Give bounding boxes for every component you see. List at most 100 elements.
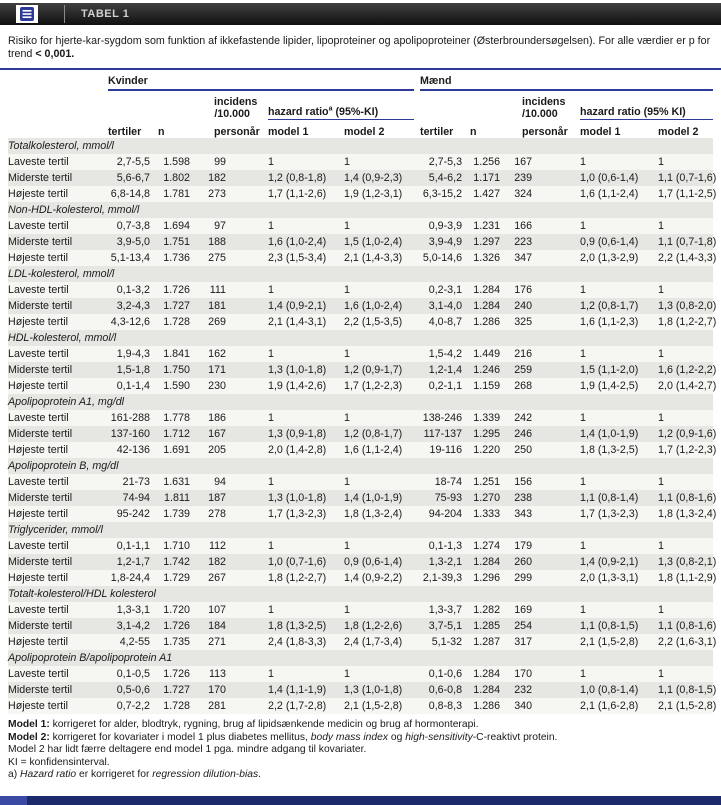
cell: 1 [344, 220, 350, 232]
cell: 1,6 (1,1-2,3) [580, 316, 639, 328]
cell: 281 [208, 700, 226, 712]
cell: 1.251 [473, 476, 501, 488]
cell: 1,4 (0,9-2,3) [344, 172, 403, 184]
cell: 1,6 (1,0-2,4) [268, 236, 327, 248]
cell: 1,2-1,7 [116, 556, 150, 568]
cell: 75-93 [434, 492, 463, 504]
cell: 5,0-14,6 [422, 252, 463, 264]
table-row: Laveste tertil 0,1-0,5 1.726 113 1 1 0,1-0,6 1.… [8, 666, 714, 682]
bottom-bar [0, 796, 721, 805]
cell: 1,6 (1,2-2,2) [658, 364, 717, 376]
cell: 1,0 (0,7-1,6) [268, 556, 327, 568]
cell: 2,3 (1,5-3,4) [268, 252, 327, 264]
cell: 1,8 (1,2-2,6) [344, 620, 403, 632]
cell: 74-94 [122, 492, 150, 504]
column-header-incidence-men: incidens/10.000 [522, 96, 566, 120]
table-row: Laveste tertil 0,1-3,2 1.726 111 1 1 0,2-3,1 1.… [8, 282, 714, 298]
cell: 0,7-3,8 [116, 220, 150, 232]
table-row: Højeste tertil 6,8-14,8 1.781 273 1,7 (1,1-2… [8, 186, 716, 202]
cell: 1.735 [163, 636, 190, 648]
cell: 1 [580, 220, 586, 232]
row-label: Miderste tertil [8, 684, 73, 696]
cell: 0,1-0,5 [116, 668, 150, 680]
column-header-incidence-women: incidens/10.000 [214, 96, 258, 120]
section-row: Apolipoprotein B/apolipoprotein A1 [8, 650, 714, 666]
cell: 1 [580, 540, 586, 552]
cell: 1,3 (0,8-2,0) [658, 300, 717, 312]
cell: 1 [268, 604, 274, 616]
column-header-model2-men: model 2 [658, 126, 699, 138]
cell: 1.295 [473, 428, 501, 440]
group-header-men: Mænd [420, 70, 714, 91]
row-label: Miderste tertil [8, 364, 73, 376]
cell: 1.694 [163, 220, 190, 232]
cell: 2,0 (1,4-2,7) [658, 380, 717, 392]
cell: 1,4 (1,0-1,9) [344, 492, 403, 504]
table-row: Højeste tertil 4,2-55 1.735 271 2,4 (1,8-3,3… [8, 634, 716, 650]
cell: 1,1 (0,8-1,4) [580, 492, 639, 504]
section-row: LDL-kolesterol, mmol/l [8, 266, 714, 282]
cell: 167 [208, 428, 226, 440]
cell: 1 [658, 412, 664, 424]
cell: 1,9 (1,4-2,5) [580, 380, 639, 392]
cell: 179 [514, 540, 533, 552]
cell: 1.284 [473, 300, 501, 312]
cell: 1 [344, 540, 350, 552]
section-label: Apolipoprotein A1, mg/dl [8, 396, 125, 408]
cell: 1.736 [163, 252, 190, 264]
cell: 1 [268, 156, 274, 168]
cell: 1.751 [163, 236, 190, 248]
row-label: Højeste tertil [8, 380, 68, 392]
cell: 1 [580, 668, 586, 680]
cell: 1.256 [473, 156, 501, 168]
cell: 0,5-0,6 [116, 684, 150, 696]
row-label: Laveste tertil [8, 668, 69, 680]
cell: 1.296 [473, 572, 501, 584]
cell: 167 [514, 156, 533, 168]
cell: 1.284 [473, 284, 501, 296]
cell: 1,1 (0,8-1,6) [658, 492, 717, 504]
cell: 317 [514, 636, 533, 648]
cell: 1.811 [164, 492, 190, 504]
cell: 1,3-3,7 [428, 604, 463, 616]
cell: 117-137 [423, 428, 463, 440]
cell: 1,8 (1,3-2,5) [580, 444, 639, 456]
cell: 1,3 (0,9-1,8) [268, 428, 327, 440]
table-header-bar: TABEL 1 [0, 3, 721, 25]
cell: 1.598 [163, 156, 190, 168]
cell: 239 [514, 172, 533, 184]
cell: 3,1-4,2 [116, 620, 150, 632]
table-row: Højeste tertil 0,1-1,4 1.590 230 1,9 (1,4-2,… [8, 378, 717, 394]
cell: 1.728 [163, 316, 190, 328]
cell: 1 [268, 220, 274, 232]
cell: 0,1-1,4 [116, 380, 150, 392]
cell: 1 [268, 284, 274, 296]
section-label: Totalkolesterol, mmol/l [8, 140, 114, 152]
section-row: Non-HDL-kolesterol, mmol/l [8, 202, 714, 218]
cell: 1 [268, 540, 274, 552]
section-row: Totalt-kolesterol/HDL kolesterol [8, 586, 714, 602]
section-row: Triglycerider, mmol/l [8, 522, 714, 538]
cell: 0,2-1,1 [428, 380, 463, 392]
cell: 188 [208, 236, 226, 248]
cell: 216 [514, 348, 533, 360]
cell: 1.286 [473, 700, 501, 712]
table-row: Højeste tertil 42-136 1.691 205 2,0 (1,4-2,8… [8, 442, 716, 458]
cell: 1 [658, 540, 664, 552]
cell: 4,3-12,6 [110, 316, 150, 328]
table-row: Laveste tertil 0,7-3,8 1.694 97 1 1 0,9-3,9 1.2… [8, 218, 714, 234]
table-row: Højeste tertil 5,1-13,4 1.736 275 2,3 (1,5-3… [8, 250, 716, 266]
cell: 1.726 [163, 668, 190, 680]
cell: 1.326 [473, 252, 501, 264]
row-label: Højeste tertil [8, 700, 68, 712]
cell: 0,1-1,1 [116, 540, 150, 552]
caption-divider [0, 68, 721, 70]
cell: 1 [658, 156, 664, 168]
cell: 1.282 [473, 604, 501, 616]
table-row: Laveste tertil 1,3-3,1 1.720 107 1 1 1,3-3,7 1.… [8, 602, 714, 618]
cell: 275 [208, 252, 226, 264]
cell: 1.284 [473, 556, 501, 568]
cell: 242 [514, 412, 533, 424]
cell: 1,3 (1,0-1,8) [268, 364, 327, 376]
cell: 0,8-8,3 [428, 700, 463, 712]
